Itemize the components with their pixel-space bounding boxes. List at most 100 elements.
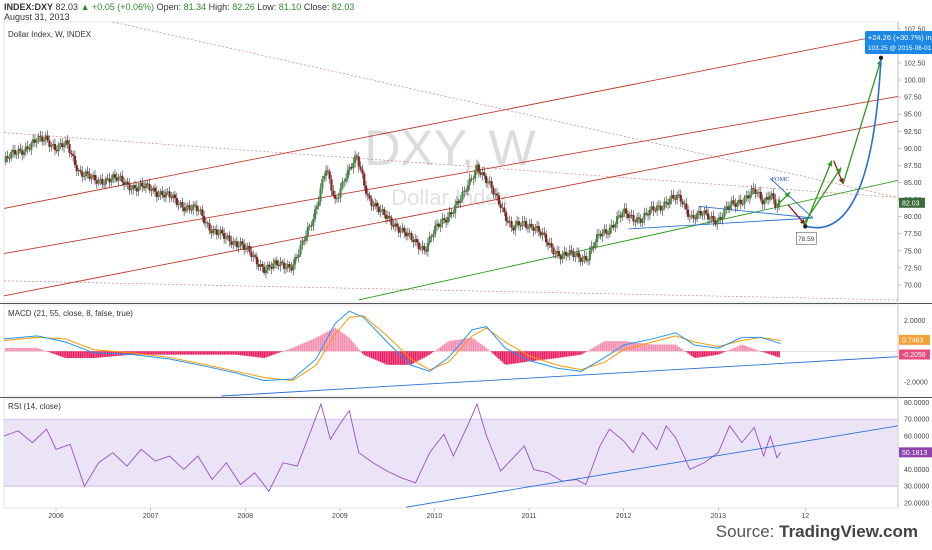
macd-histogram-bar [37,348,40,352]
close-value: 82.03 [331,2,355,12]
candle [159,191,162,195]
candle [233,241,237,243]
macd-histogram-bar [418,351,420,361]
open-label: Open: [156,2,182,12]
macd-histogram-bar [394,351,397,365]
candle [253,255,257,257]
candle [113,174,117,178]
macd-histogram-bar [763,351,766,353]
projection-arrow [842,59,882,185]
macd-histogram-bar [297,345,300,352]
candle [153,187,157,192]
candle [499,204,502,209]
macd-histogram-bar [778,351,780,358]
macd-histogram-bar [16,347,18,352]
price-tick-label: 87.50 [904,163,922,170]
candle [22,151,26,155]
candle [93,175,97,181]
macd-histogram-bar [327,331,329,352]
candle [463,190,466,193]
candle [674,198,677,200]
macd-histogram-bar [601,342,604,352]
macd-histogram-bar [228,351,231,355]
macd-histogram-bar [343,334,346,352]
macd-histogram-bar [103,351,105,358]
candle [217,233,220,235]
candle [215,229,218,235]
macd-histogram-bar [538,351,540,361]
macd-histogram-bar [530,351,533,362]
candle [435,223,439,226]
macd-histogram-bar [641,343,644,352]
candle [193,204,197,206]
candle [46,135,49,141]
candle [374,202,377,207]
macd-histogram-bar [730,348,733,352]
candle [82,176,86,178]
macd-histogram-bar [654,344,657,352]
candle [321,179,324,189]
macd-histogram-bar [441,345,444,352]
source-credit[interactable]: Source: TradingView.com [716,522,918,542]
macd-histogram-bar [32,347,34,352]
candle [403,227,406,233]
macd-histogram-bar [519,351,522,363]
macd-histogram-bar [245,351,247,356]
macd-histogram-bar [339,331,342,352]
candle [379,210,382,213]
price-tick-label: 97.50 [904,95,922,102]
candle [237,246,240,248]
macd-histogram-bar [681,349,684,352]
candle [341,181,344,189]
candle [146,183,149,185]
candle [110,179,113,183]
candle [239,241,242,247]
macd-histogram-bar [438,348,440,352]
candle [244,248,248,250]
macd-histogram-bar [638,342,640,352]
candle [756,192,759,194]
symbol-name: INDEX:DXY [4,2,54,12]
candle [97,179,100,184]
macd-histogram-bar [21,347,24,352]
macd-histogram-bar [721,351,724,353]
macd-histogram-bar [627,341,629,352]
macd-histogram-bar [620,341,622,352]
price-tick-label: 85.00 [904,180,922,187]
candle [179,202,182,205]
candle [694,218,697,220]
candle [767,197,770,200]
macd-histogram-bar [232,351,235,355]
candle [566,255,570,257]
candle [708,218,711,220]
candle [30,143,33,150]
macd-histogram-bar [510,351,513,364]
candle [173,194,177,199]
candle [494,193,497,195]
macd-histogram-bar [319,335,322,352]
macd-histogram-bar [714,351,717,356]
macd-histogram-bar [587,350,589,352]
signal-value-label: -0.2058 [902,352,926,359]
candle [514,224,517,231]
macd-histogram-bar [507,351,509,365]
macd-histogram-bar [216,351,218,355]
macd-histogram-bar [46,351,49,352]
candle [243,244,246,250]
macd-histogram-bar [234,351,236,355]
candle [102,184,106,186]
macd-histogram-bar [489,350,491,352]
macd-histogram-bar [701,351,704,357]
macd-histogram-bar [274,351,276,355]
macd-histogram-bar [323,333,326,352]
macd-histogram-bar [412,351,415,364]
candle [439,224,442,227]
candle [654,210,657,212]
candle [348,166,351,170]
candle [776,206,779,208]
candle [377,206,380,213]
candle [630,214,633,216]
macd-histogram-bar [432,351,435,353]
candle [221,229,224,234]
